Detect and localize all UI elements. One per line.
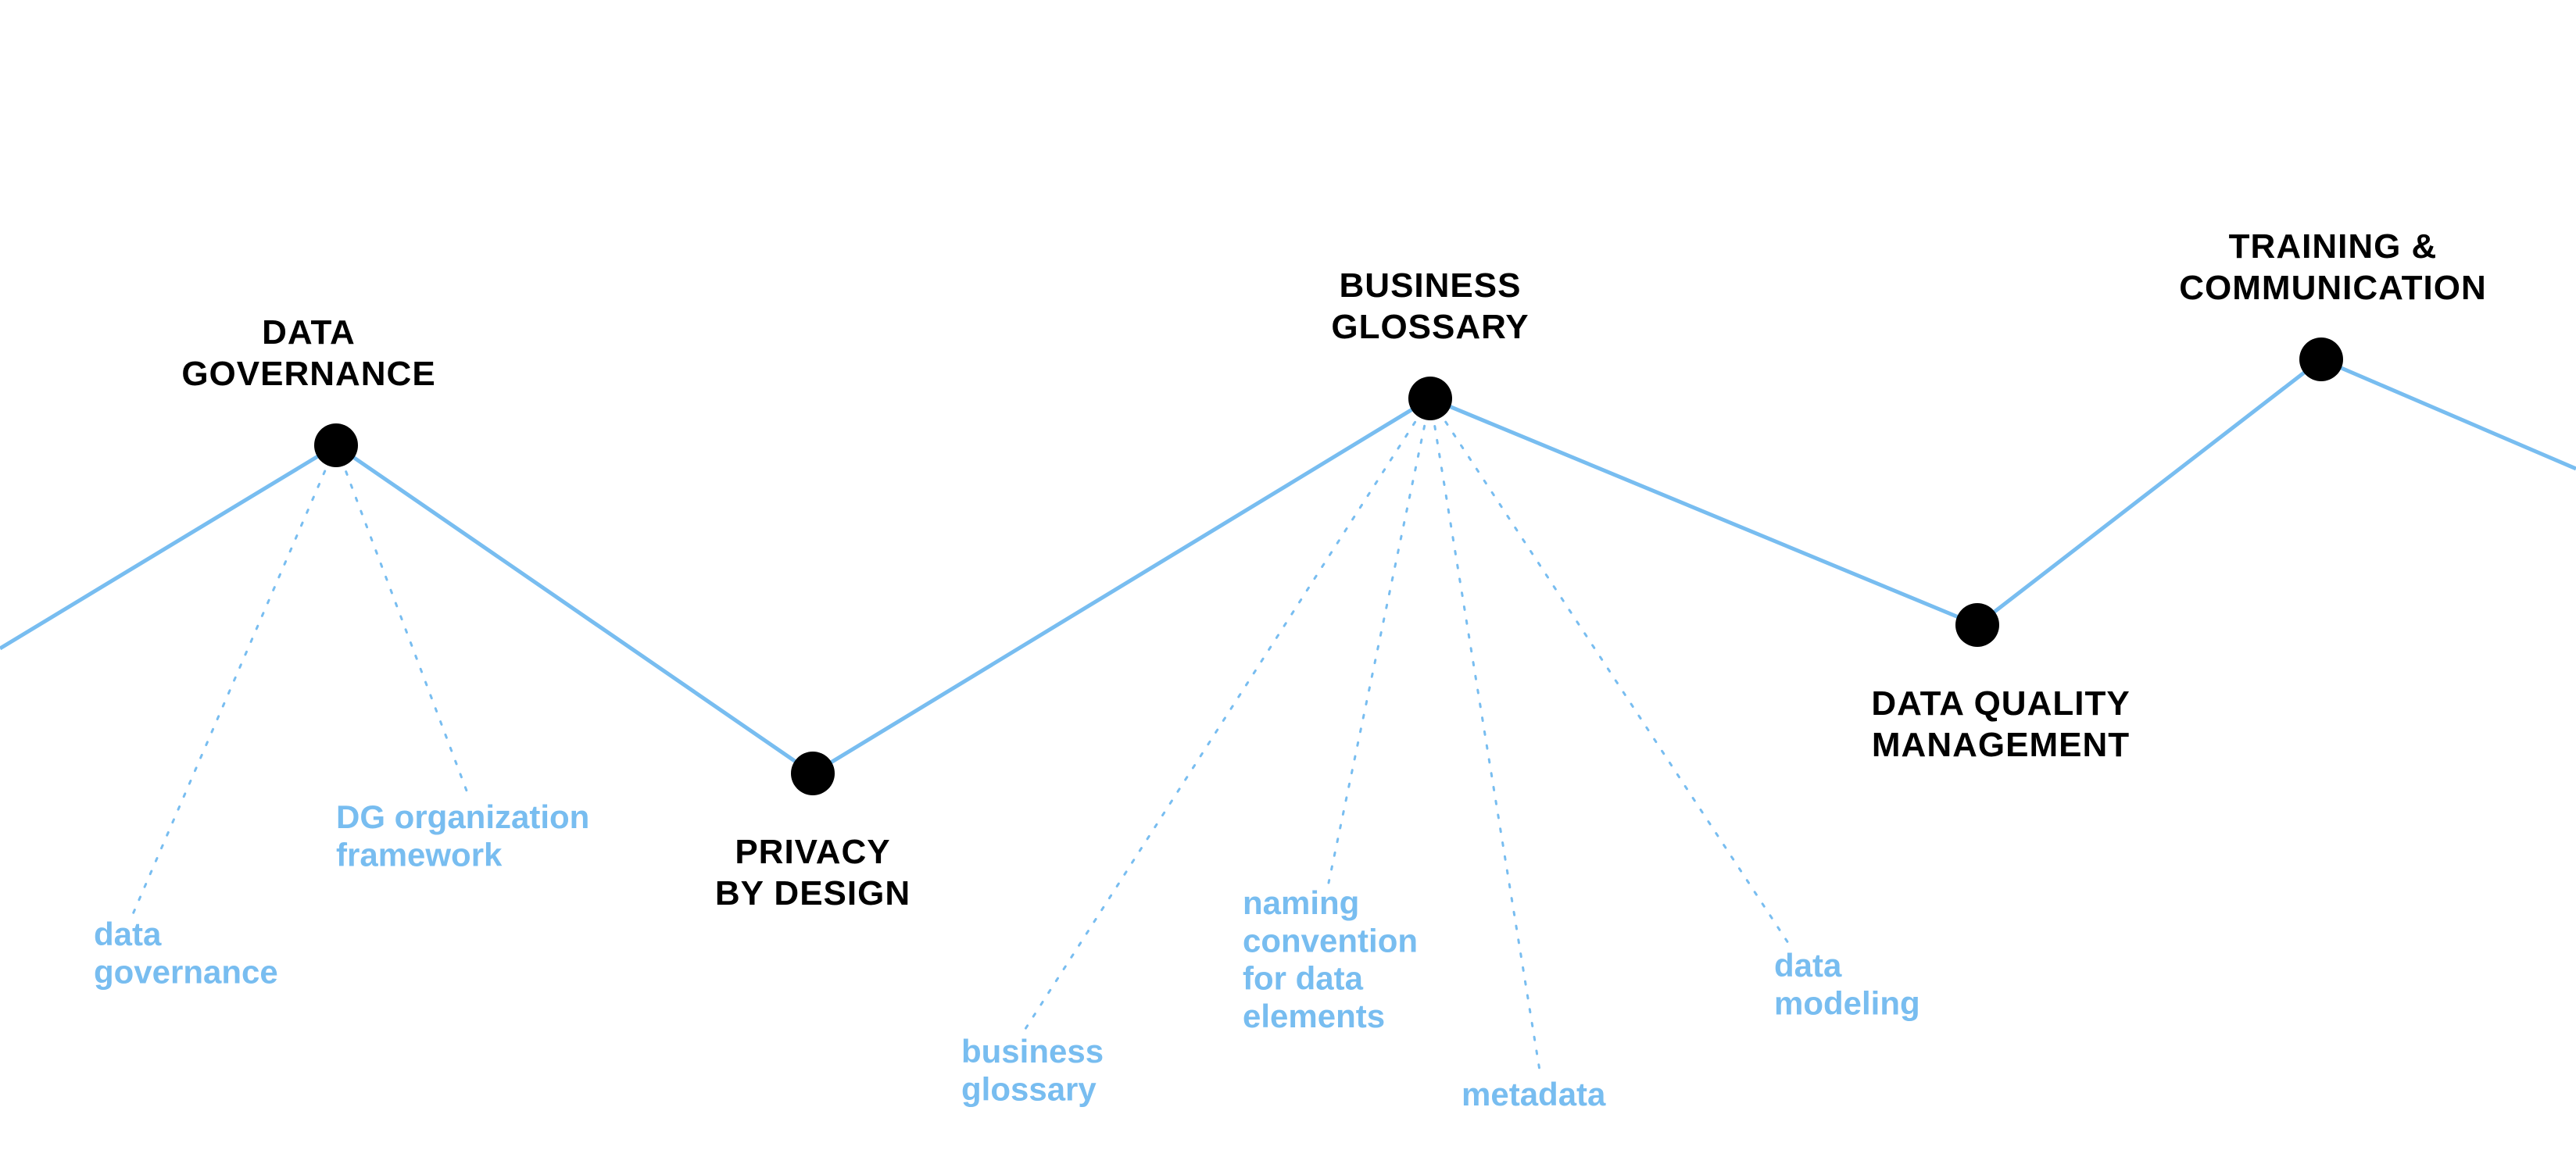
sub-connector [1430,398,1540,1070]
main-polyline [0,359,2576,773]
node-data-quality-management [1955,603,1999,647]
node-data-governance [314,423,358,467]
node-training-communication [2299,338,2343,381]
node-label-training-communication: TRAINING &COMMUNICATION [2179,227,2486,307]
sub-connector [1430,398,1790,945]
sub-dg-org-framework: DG organizationframework [336,798,589,873]
sub-business-glossary: businessglossary [961,1033,1104,1107]
node-label-privacy-by-design: PRIVACYBY DESIGN [715,833,911,912]
sub-data-modeling: datamodeling [1774,947,1920,1021]
node-business-glossary [1408,377,1452,420]
node-label-data-quality-management: DATA QUALITYMANAGEMENT [1871,684,2130,764]
sub-metadata: metadata [1462,1076,1606,1112]
node-label-business-glossary: BUSINESSGLOSSARY [1331,266,1529,346]
diagram-canvas: DATAGOVERNANCE datagovernance DG organizat… [0,0,2576,1150]
sub-connector [336,445,469,797]
sub-naming-convention: namingconventionfor dataelements [1243,884,1418,1034]
node-privacy-by-design [791,752,835,795]
sub-connector [133,445,336,914]
node-label-data-governance: DATAGOVERNANCE [181,313,435,393]
sub-data-governance: datagovernance [94,916,278,990]
sub-connector [1329,398,1430,883]
